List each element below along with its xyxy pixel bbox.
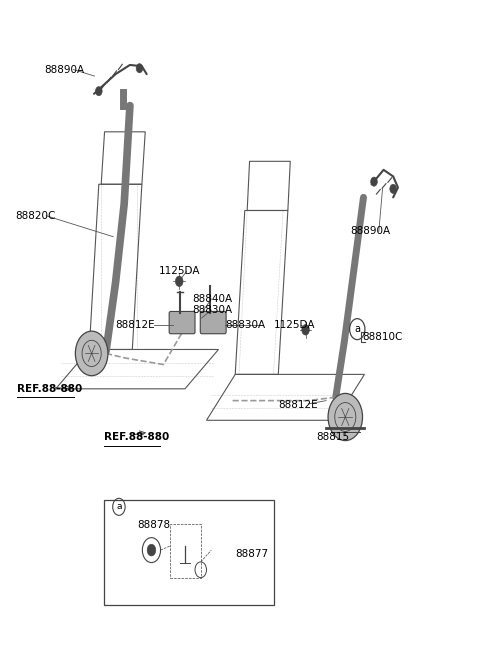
Circle shape <box>371 177 377 186</box>
FancyBboxPatch shape <box>104 500 274 605</box>
Circle shape <box>96 87 102 96</box>
Text: REF.88-880: REF.88-880 <box>104 432 169 442</box>
Text: a: a <box>116 503 121 511</box>
Text: 88812E: 88812E <box>278 400 318 410</box>
Text: 1125DA: 1125DA <box>158 267 200 277</box>
Text: REF.88-880: REF.88-880 <box>17 384 83 394</box>
Circle shape <box>328 394 362 441</box>
Circle shape <box>136 64 143 73</box>
Circle shape <box>175 276 183 286</box>
Text: 1125DA: 1125DA <box>274 320 315 330</box>
Text: 88820C: 88820C <box>15 211 55 221</box>
Text: 88812E: 88812E <box>116 320 155 330</box>
Text: 88830A: 88830A <box>192 305 232 315</box>
Text: 88830A: 88830A <box>226 320 266 330</box>
Circle shape <box>390 184 396 193</box>
Text: 88877: 88877 <box>235 549 268 559</box>
Circle shape <box>302 325 310 335</box>
FancyBboxPatch shape <box>169 311 195 334</box>
FancyBboxPatch shape <box>200 311 226 334</box>
Text: 88890A: 88890A <box>44 64 84 74</box>
Text: 88840A: 88840A <box>192 294 232 304</box>
Text: a: a <box>354 324 360 334</box>
Circle shape <box>147 544 156 556</box>
Circle shape <box>75 331 108 376</box>
Text: 88878: 88878 <box>137 520 170 530</box>
Text: 88810C: 88810C <box>362 332 402 342</box>
Text: 88815: 88815 <box>317 432 350 442</box>
Text: 88890A: 88890A <box>350 227 390 237</box>
